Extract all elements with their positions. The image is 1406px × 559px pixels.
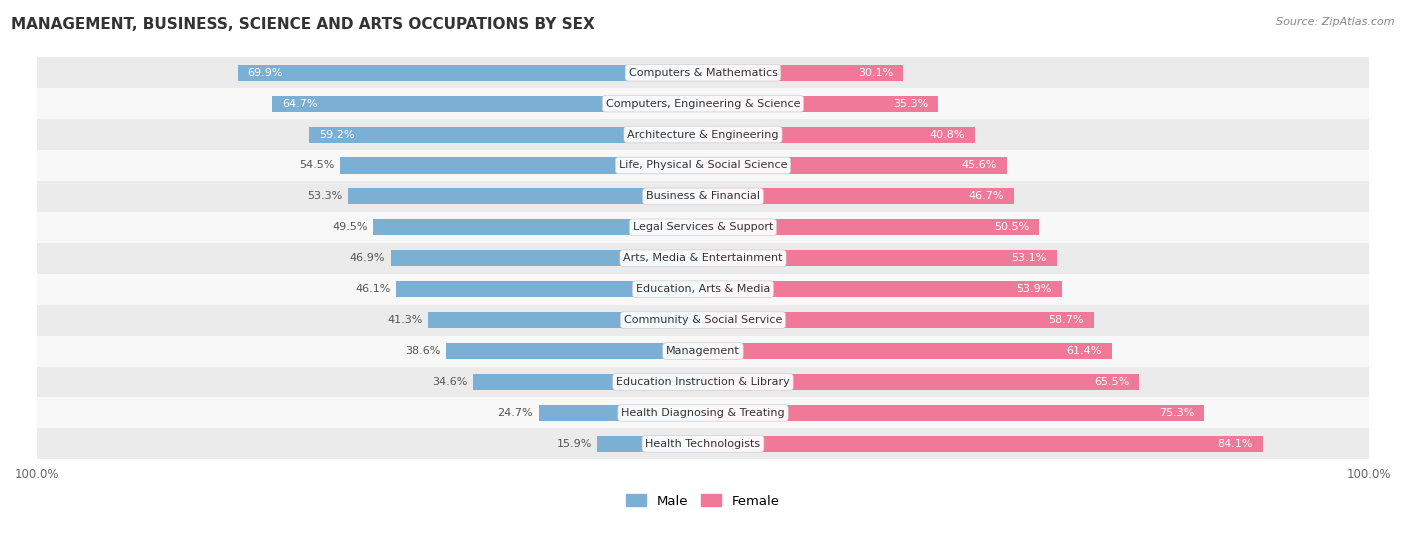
Text: Management: Management (666, 346, 740, 356)
Text: 45.6%: 45.6% (962, 160, 997, 170)
Bar (703, 436, 1263, 452)
Bar (37, 335, 1369, 367)
Bar (396, 281, 703, 297)
Text: 40.8%: 40.8% (929, 130, 965, 140)
Bar (472, 374, 703, 390)
Bar (703, 96, 938, 112)
Bar (391, 250, 703, 266)
Legend: Male, Female: Male, Female (621, 489, 785, 513)
Bar (37, 367, 1369, 397)
Text: 38.6%: 38.6% (405, 346, 440, 356)
Text: Education Instruction & Library: Education Instruction & Library (616, 377, 790, 387)
Bar (37, 243, 1369, 274)
Text: 53.1%: 53.1% (1011, 253, 1046, 263)
Text: 53.9%: 53.9% (1017, 284, 1052, 294)
Text: 34.6%: 34.6% (432, 377, 467, 387)
Bar (37, 428, 1369, 459)
Bar (37, 305, 1369, 335)
Bar (703, 405, 1205, 421)
Bar (349, 188, 703, 205)
Bar (703, 281, 1062, 297)
Bar (446, 343, 703, 359)
Text: Education, Arts & Media: Education, Arts & Media (636, 284, 770, 294)
Bar (37, 150, 1369, 181)
Bar (37, 119, 1369, 150)
Bar (703, 343, 1112, 359)
Bar (37, 212, 1369, 243)
Text: Life, Physical & Social Science: Life, Physical & Social Science (619, 160, 787, 170)
Bar (598, 436, 703, 452)
Text: 50.5%: 50.5% (994, 222, 1029, 233)
Text: 15.9%: 15.9% (557, 439, 592, 449)
Text: 59.2%: 59.2% (319, 130, 354, 140)
Bar (703, 126, 974, 143)
Bar (309, 126, 703, 143)
Text: 69.9%: 69.9% (247, 68, 283, 78)
Bar (703, 312, 1094, 328)
Bar (273, 96, 703, 112)
Bar (37, 397, 1369, 428)
Bar (37, 57, 1369, 88)
Text: 64.7%: 64.7% (283, 98, 318, 108)
Text: 49.5%: 49.5% (333, 222, 368, 233)
Text: 61.4%: 61.4% (1066, 346, 1102, 356)
Text: 30.1%: 30.1% (858, 68, 893, 78)
Text: 35.3%: 35.3% (893, 98, 928, 108)
Bar (703, 374, 1139, 390)
Bar (340, 158, 703, 173)
Text: Business & Financial: Business & Financial (645, 191, 761, 201)
Text: 53.3%: 53.3% (308, 191, 343, 201)
Text: 46.9%: 46.9% (350, 253, 385, 263)
Bar (238, 65, 703, 80)
Text: 65.5%: 65.5% (1094, 377, 1129, 387)
Text: 84.1%: 84.1% (1218, 439, 1253, 449)
Bar (703, 188, 1014, 205)
Bar (37, 181, 1369, 212)
Text: 58.7%: 58.7% (1049, 315, 1084, 325)
Text: Legal Services & Support: Legal Services & Support (633, 222, 773, 233)
Bar (703, 65, 904, 80)
Bar (37, 274, 1369, 305)
Text: Community & Social Service: Community & Social Service (624, 315, 782, 325)
Bar (703, 250, 1056, 266)
Text: Arts, Media & Entertainment: Arts, Media & Entertainment (623, 253, 783, 263)
Text: 24.7%: 24.7% (498, 408, 533, 418)
Bar (427, 312, 703, 328)
Text: Computers & Mathematics: Computers & Mathematics (628, 68, 778, 78)
Bar (374, 219, 703, 235)
Text: Architecture & Engineering: Architecture & Engineering (627, 130, 779, 140)
Text: Health Diagnosing & Treating: Health Diagnosing & Treating (621, 408, 785, 418)
Text: Health Technologists: Health Technologists (645, 439, 761, 449)
Text: Computers, Engineering & Science: Computers, Engineering & Science (606, 98, 800, 108)
Text: 41.3%: 41.3% (387, 315, 423, 325)
Text: 75.3%: 75.3% (1159, 408, 1194, 418)
Bar (703, 219, 1039, 235)
Bar (703, 158, 1007, 173)
Text: MANAGEMENT, BUSINESS, SCIENCE AND ARTS OCCUPATIONS BY SEX: MANAGEMENT, BUSINESS, SCIENCE AND ARTS O… (11, 17, 595, 32)
Text: 46.7%: 46.7% (969, 191, 1004, 201)
Bar (538, 405, 703, 421)
Text: 54.5%: 54.5% (299, 160, 335, 170)
Bar (37, 88, 1369, 119)
Text: 46.1%: 46.1% (356, 284, 391, 294)
Text: Source: ZipAtlas.com: Source: ZipAtlas.com (1277, 17, 1395, 27)
